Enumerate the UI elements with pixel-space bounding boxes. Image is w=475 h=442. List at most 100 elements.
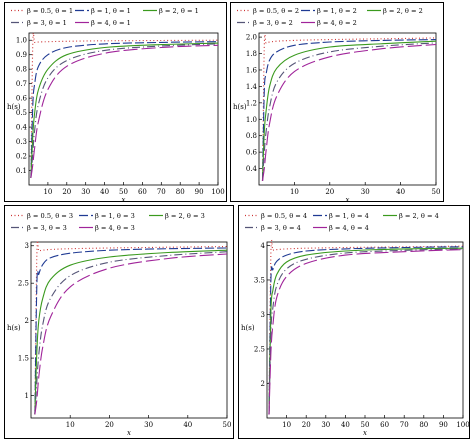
chart4-y-axis-ticks: 2 2.5 3 3.5 4 [254, 242, 270, 388]
chart1-series-line-2 [30, 41, 219, 178]
chart3-y-tick-label: 2.5 [18, 280, 29, 288]
chart3-x-tick-label: 50 [223, 421, 232, 429]
chart4-series-line-5 [268, 249, 464, 415]
chart1-legend-label: β = 4, θ = 1 [91, 19, 131, 27]
chart1-y-tick-label: 0.2 [16, 153, 27, 161]
chart4-series-line-2 [268, 246, 464, 415]
chart2-series-line-3 [261, 40, 437, 181]
chart4-y-tick-label: 4 [261, 242, 266, 250]
chart1-x-axis-ticks: 10 20 30 40 50 60 70 80 90 100 [43, 182, 225, 196]
chart2-x-axis-ticks: 10 20 30 40 50 [290, 182, 440, 196]
chart2-legend-label: β = 0.5, θ = 2 [253, 7, 299, 15]
chart1-legend: β = 0.5, θ = 1 β = 1, θ = 1 β = 2, θ = 1 β … [11, 7, 199, 27]
chart3-x-axis-label: x [127, 429, 131, 437]
chart1-x-tick-label: 90 [195, 188, 204, 196]
chart1-y-tick-label: 0.1 [16, 167, 27, 175]
chart1-y-tick-label: 0.5 [16, 109, 27, 117]
chart4-legend-label: β = 1, θ = 4 [329, 212, 369, 220]
chart3-series-line-3 [34, 249, 228, 415]
chart-panel-4: 10 20 30 40 50 60 70 80 90 100 2 2.5 3 3.5 4 x h(s) β = 0… [238, 205, 470, 439]
chart4-x-tick-label: 100 [456, 421, 469, 429]
chart3-series-line-1 [34, 240, 228, 415]
chart4-x-tick-label: 50 [361, 421, 370, 429]
chart4-x-tick-label: 60 [380, 421, 389, 429]
chart3-series-line-5 [34, 253, 228, 415]
chart3-x-tick-label: 20 [105, 421, 114, 429]
chart2-y-tick-label: 2.0 [246, 34, 257, 42]
chart1-y-tick-label: 0.9 [16, 51, 27, 59]
chart2-y-tick-label: 1.4 [246, 83, 258, 91]
chart2-x-tick-label: 40 [396, 188, 405, 196]
chart3-legend-label: β = 4, θ = 3 [95, 224, 135, 232]
chart3-y-axis-label: h(s) [7, 324, 21, 332]
chart3-y-axis-ticks: 1 1.5 2 2.5 3 [18, 242, 34, 400]
chart4-x-tick-label: 90 [439, 421, 448, 429]
chart2-x-tick-label: 30 [361, 188, 370, 196]
chart3-legend-label: β = 1, θ = 3 [95, 212, 135, 220]
chart3-series-line-4 [34, 251, 228, 415]
chart1-series-line-1 [30, 32, 219, 178]
chart2-y-tick-label: 1.2 [246, 99, 257, 107]
chart4-x-tick-label: 80 [419, 421, 428, 429]
chart3-y-tick-label: 1.5 [18, 355, 29, 363]
chart2-legend-label: β = 4, θ = 2 [317, 19, 357, 27]
chart1-legend-label: β = 1, θ = 1 [91, 7, 131, 15]
chart1-series-line-5 [30, 44, 219, 178]
chart3-legend: β = 0.5, θ = 3 β = 1, θ = 3 β = 2, θ = 3 β … [11, 212, 205, 232]
chart2-y-tick-label: 1.6 [246, 66, 258, 74]
chart4-series-line-3 [268, 247, 464, 415]
chart4-x-tick-label: 10 [282, 421, 291, 429]
chart2-y-tick-label: 1.8 [246, 50, 257, 58]
chart1-x-tick-label: 50 [119, 188, 128, 196]
chart4-legend-label: β = 4, θ = 4 [329, 224, 369, 232]
chart1-x-axis-label: x [122, 196, 126, 201]
chart1-legend-label: β = 2, θ = 1 [159, 7, 199, 15]
chart1-series-line-3 [30, 42, 219, 178]
chart1-y-tick-label: 0.7 [16, 80, 27, 88]
chart3-y-tick-label: 2 [25, 317, 29, 325]
chart4-y-tick-label: 2.5 [254, 345, 265, 353]
chart1-y-tick-label: 0.3 [16, 138, 27, 146]
chart4-series-line-1 [268, 239, 464, 415]
chart4-legend-label: β = 2, θ = 4 [399, 212, 439, 220]
chart2-x-tick-label: 10 [290, 188, 299, 196]
chart2-series-line-5 [261, 43, 437, 181]
chart2-legend-label: β = 3, θ = 2 [253, 19, 293, 27]
chart1-series-line-4 [30, 43, 219, 178]
chart4-y-axis-label: h(s) [241, 324, 255, 332]
chart2-legend-label: β = 2, θ = 2 [383, 7, 423, 15]
chart3-y-tick-label: 1 [25, 392, 29, 400]
chart3-x-tick-label: 30 [144, 421, 153, 429]
chart1-y-tick-label: 1.0 [16, 37, 27, 45]
chart4-legend-label: β = 3, θ = 4 [261, 224, 301, 232]
chart-4: 10 20 30 40 50 60 70 80 90 100 2 2.5 3 3.5 4 x h(s) β = 0… [241, 212, 469, 437]
chart1-plot-frame [28, 32, 219, 186]
chart4-x-tick-label: 20 [302, 421, 311, 429]
chart-2: 10 20 30 40 50 0.4 0.6 0.8 1.0 1.2 1.4 1.6 1.8 2.0 x h(… [233, 7, 440, 201]
chart2-y-tick-label: 0.6 [246, 149, 258, 157]
chart1-x-tick-label: 60 [138, 188, 147, 196]
chart1-x-tick-label: 30 [81, 188, 90, 196]
chart1-y-axis-ticks: 0.1 0.2 0.3 0.4 0.5 0.6 0.7 0.8 0.9 1.0 [16, 37, 32, 175]
chart1-x-tick-label: 100 [211, 188, 224, 196]
chart1-legend-label: β = 3, θ = 1 [27, 19, 67, 27]
chart2-plot-frame [258, 32, 437, 186]
chart4-x-tick-label: 30 [321, 421, 330, 429]
chart1-y-tick-label: 0.8 [16, 66, 27, 74]
chart4-legend: β = 0.5, θ = 4 β = 1, θ = 4 β = 2, θ = 4 β … [245, 212, 439, 232]
chart2-y-axis-label: h(s) [233, 103, 247, 111]
chart2-y-tick-label: 0.8 [246, 132, 257, 140]
chart2-x-axis-label: x [346, 196, 350, 201]
chart3-plot-frame [30, 241, 228, 419]
chart4-x-axis-label: x [363, 429, 367, 437]
chart4-series-line-4 [268, 248, 464, 415]
chart4-x-tick-label: 40 [341, 421, 350, 429]
chart4-y-tick-label: 3 [261, 311, 265, 319]
chart1-x-tick-label: 40 [100, 188, 109, 196]
chart2-series-line-2 [261, 39, 437, 181]
chart3-series-line-2 [34, 247, 228, 415]
chart4-y-tick-label: 3.5 [254, 276, 265, 284]
chart-1: 10 20 30 40 50 60 70 80 90 1000.10.20.30.40.50.60… [7, 7, 225, 201]
chart3-x-tick-label: 10 [66, 421, 75, 429]
chart3-legend-label: β = 2, θ = 3 [165, 212, 205, 220]
